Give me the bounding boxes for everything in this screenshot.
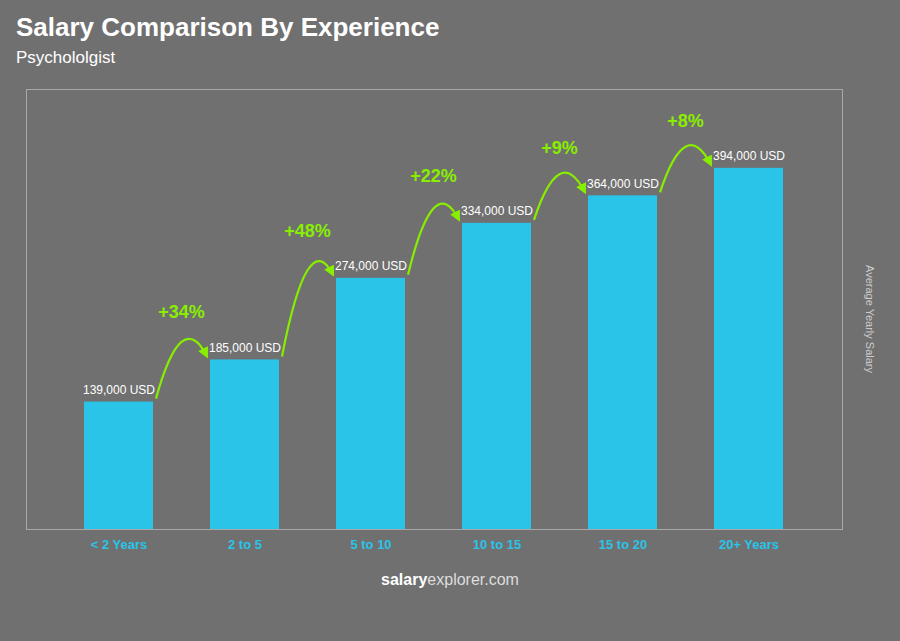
svg-text:2 to 5: 2 to 5 bbox=[228, 537, 262, 552]
svg-text:10 to 15: 10 to 15 bbox=[473, 537, 521, 552]
svg-text:334,000 USD: 334,000 USD bbox=[461, 205, 533, 219]
html-text:Salary Comparison By Experienc: Salary Comparison By Experience bbox=[16, 12, 440, 42]
svg-text:+8%: +8% bbox=[667, 111, 704, 131]
svg-text:+34%: +34% bbox=[158, 303, 205, 323]
svg-text:5 to 10: 5 to 10 bbox=[350, 537, 391, 552]
svg-text:+22%: +22% bbox=[410, 166, 457, 186]
svg-text:139,000 USD: 139,000 USD bbox=[83, 383, 155, 397]
svg-text:< 2 Years: < 2 Years bbox=[91, 537, 148, 552]
html-text:Average Yearly Salary: Average Yearly Salary bbox=[864, 265, 876, 374]
svg-text:185,000 USD: 185,000 USD bbox=[209, 341, 281, 355]
svg-text:+9%: +9% bbox=[541, 139, 578, 159]
svg-text:20+ Years: 20+ Years bbox=[719, 537, 779, 552]
svg-text:274,000 USD: 274,000 USD bbox=[335, 260, 407, 274]
svg-text:394,000 USD: 394,000 USD bbox=[713, 150, 785, 164]
svg-text:364,000 USD: 364,000 USD bbox=[587, 177, 659, 191]
html-text:Psychololgist: Psychololgist bbox=[16, 48, 116, 68]
svg-text:15 to 20: 15 to 20 bbox=[599, 537, 647, 552]
html-text:salary explorer.com: salary explorer.com bbox=[381, 571, 519, 589]
svg-text:+48%: +48% bbox=[284, 221, 331, 241]
